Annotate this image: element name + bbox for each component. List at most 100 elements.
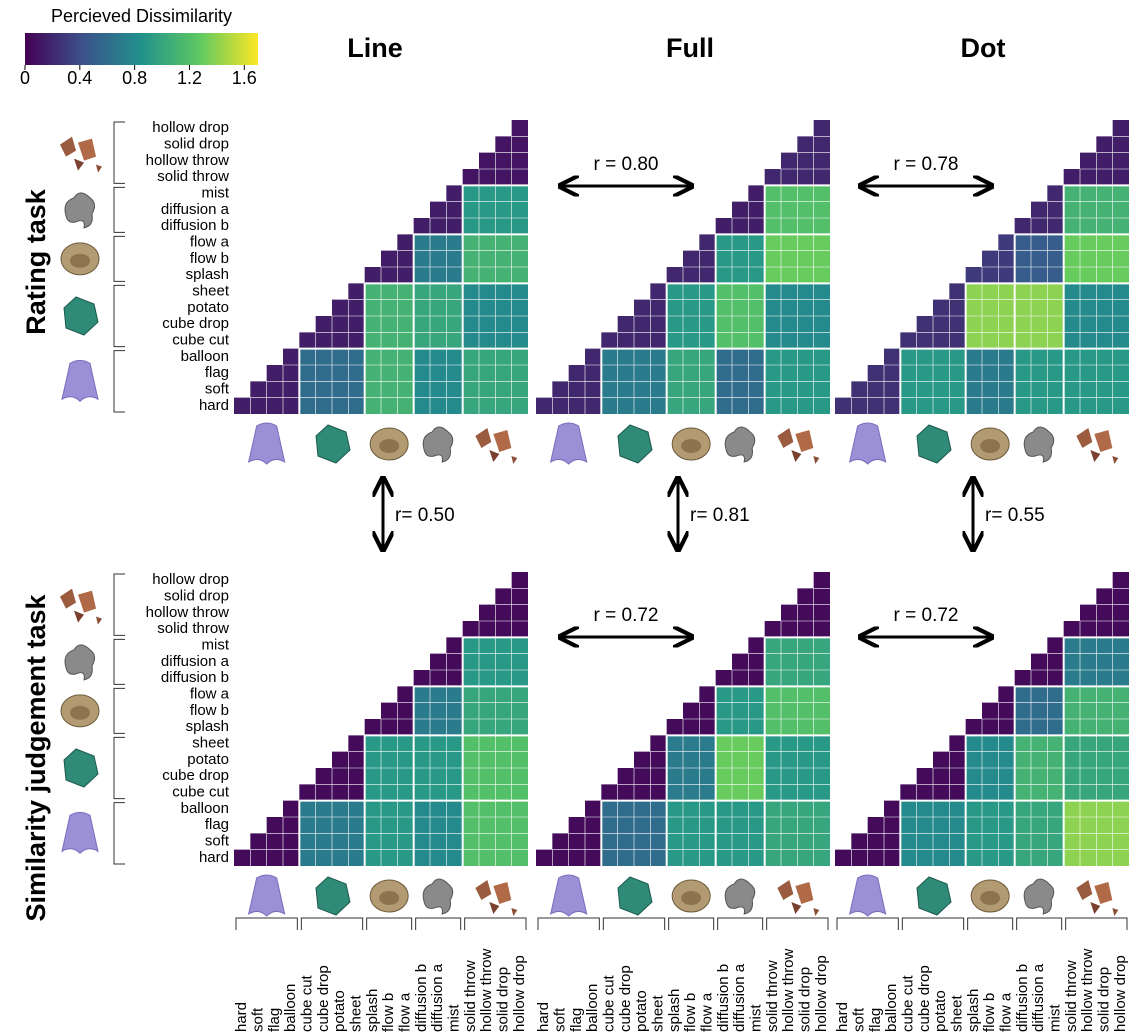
icon — [971, 880, 1009, 912]
column-label: hollow drop — [1112, 955, 1129, 1032]
icon-shape — [681, 891, 701, 905]
icon — [64, 749, 98, 787]
heatmap-block — [716, 234, 765, 283]
tick-label: 0.8 — [122, 68, 147, 88]
heatmap-block — [1015, 234, 1064, 283]
column-title: Full — [666, 33, 714, 63]
tick-label: 1.6 — [232, 68, 257, 88]
icon-shape — [423, 879, 453, 914]
row-label: sheet — [192, 282, 230, 299]
column-label: cube cut — [600, 974, 617, 1032]
row-label: flow b — [190, 250, 229, 267]
icon-shape — [1112, 908, 1118, 916]
bracket — [1017, 918, 1062, 930]
column-label: solid throw — [462, 960, 479, 1032]
icon — [551, 875, 587, 916]
bracket — [416, 918, 461, 930]
row-title: Rating task — [21, 188, 51, 335]
icon — [65, 645, 95, 680]
icon-shape — [511, 456, 517, 464]
row-label: cube cut — [172, 783, 230, 800]
column-label: hollow throw — [780, 948, 797, 1032]
icon — [672, 428, 710, 460]
icon — [65, 193, 95, 228]
icon-shape — [475, 880, 491, 900]
icon-shape — [60, 137, 76, 157]
bracket — [968, 918, 1013, 930]
correlation: r= 0.81 — [690, 505, 750, 526]
icon — [423, 427, 453, 462]
icon-shape — [493, 882, 511, 904]
icon-shape — [795, 430, 813, 452]
bracket — [114, 351, 125, 412]
colorbar — [25, 33, 258, 65]
icon-shape — [96, 165, 102, 173]
row-title: Similarity judgement task — [21, 593, 51, 921]
icon — [249, 423, 285, 464]
icon-shape — [249, 423, 285, 464]
icon — [475, 880, 517, 916]
row-label: hollow drop — [152, 571, 229, 588]
row-label: splash — [186, 266, 229, 283]
icon-shape — [511, 908, 517, 916]
heatmap-block — [1015, 686, 1064, 735]
icon — [618, 425, 652, 463]
row-label: balloon — [181, 800, 229, 817]
heatmap-block — [414, 686, 463, 735]
icon-shape — [1090, 902, 1100, 914]
icon-shape — [1076, 428, 1092, 448]
column-label: balloon — [282, 984, 299, 1032]
icon-shape — [316, 425, 350, 463]
row-label: diffusion b — [161, 669, 229, 686]
correlation: r = 0.78 — [894, 154, 959, 175]
row-label: cube cut — [172, 331, 230, 348]
icon — [1076, 880, 1118, 916]
row-label: flag — [205, 364, 229, 381]
icon-shape — [1024, 879, 1054, 914]
bracket — [114, 122, 125, 183]
bracket — [538, 918, 599, 930]
bracket — [114, 187, 125, 232]
bracket — [301, 918, 362, 930]
icon — [971, 428, 1009, 460]
row-label: sheet — [192, 734, 230, 751]
colorbar-title: Percieved Dissimilarity — [51, 6, 232, 26]
column-label: mist — [1046, 1004, 1063, 1032]
column-label: cube drop — [916, 965, 933, 1032]
icon — [917, 425, 951, 463]
icon-shape — [1094, 882, 1112, 904]
row-label: hollow drop — [152, 119, 229, 136]
icon — [249, 875, 285, 916]
icon-shape — [791, 450, 801, 462]
icon — [618, 877, 652, 915]
column-label: diffusion b — [413, 964, 430, 1032]
column-label: hollow throw — [478, 948, 495, 1032]
column-label: solid drop — [796, 967, 813, 1032]
icon-shape — [379, 891, 399, 905]
icon — [316, 877, 350, 915]
column-label: potato — [633, 990, 650, 1032]
bracket — [114, 688, 125, 733]
column-label: solid drop — [1095, 967, 1112, 1032]
row-label: soft — [205, 832, 230, 849]
column-label: cube cut — [298, 974, 315, 1032]
heatmap-block — [414, 185, 463, 234]
icon — [1076, 428, 1118, 464]
column-label: sheet — [347, 994, 364, 1032]
icon-shape — [917, 877, 951, 915]
column-label: flag — [867, 1008, 884, 1032]
column-label: diffusion a — [429, 963, 446, 1032]
heatmap-block — [1015, 185, 1064, 234]
column-label: hollow throw — [1079, 948, 1096, 1032]
icon — [551, 423, 587, 464]
icon-shape — [78, 591, 96, 613]
column-label: diffusion a — [1030, 963, 1047, 1032]
row-label: potato — [187, 751, 229, 768]
icon-shape — [725, 427, 755, 462]
icon-shape — [813, 456, 819, 464]
row-label: solid drop — [164, 587, 229, 604]
icon — [316, 425, 350, 463]
heatmap-block — [716, 686, 765, 735]
icon — [917, 877, 951, 915]
icon-shape — [249, 875, 285, 916]
